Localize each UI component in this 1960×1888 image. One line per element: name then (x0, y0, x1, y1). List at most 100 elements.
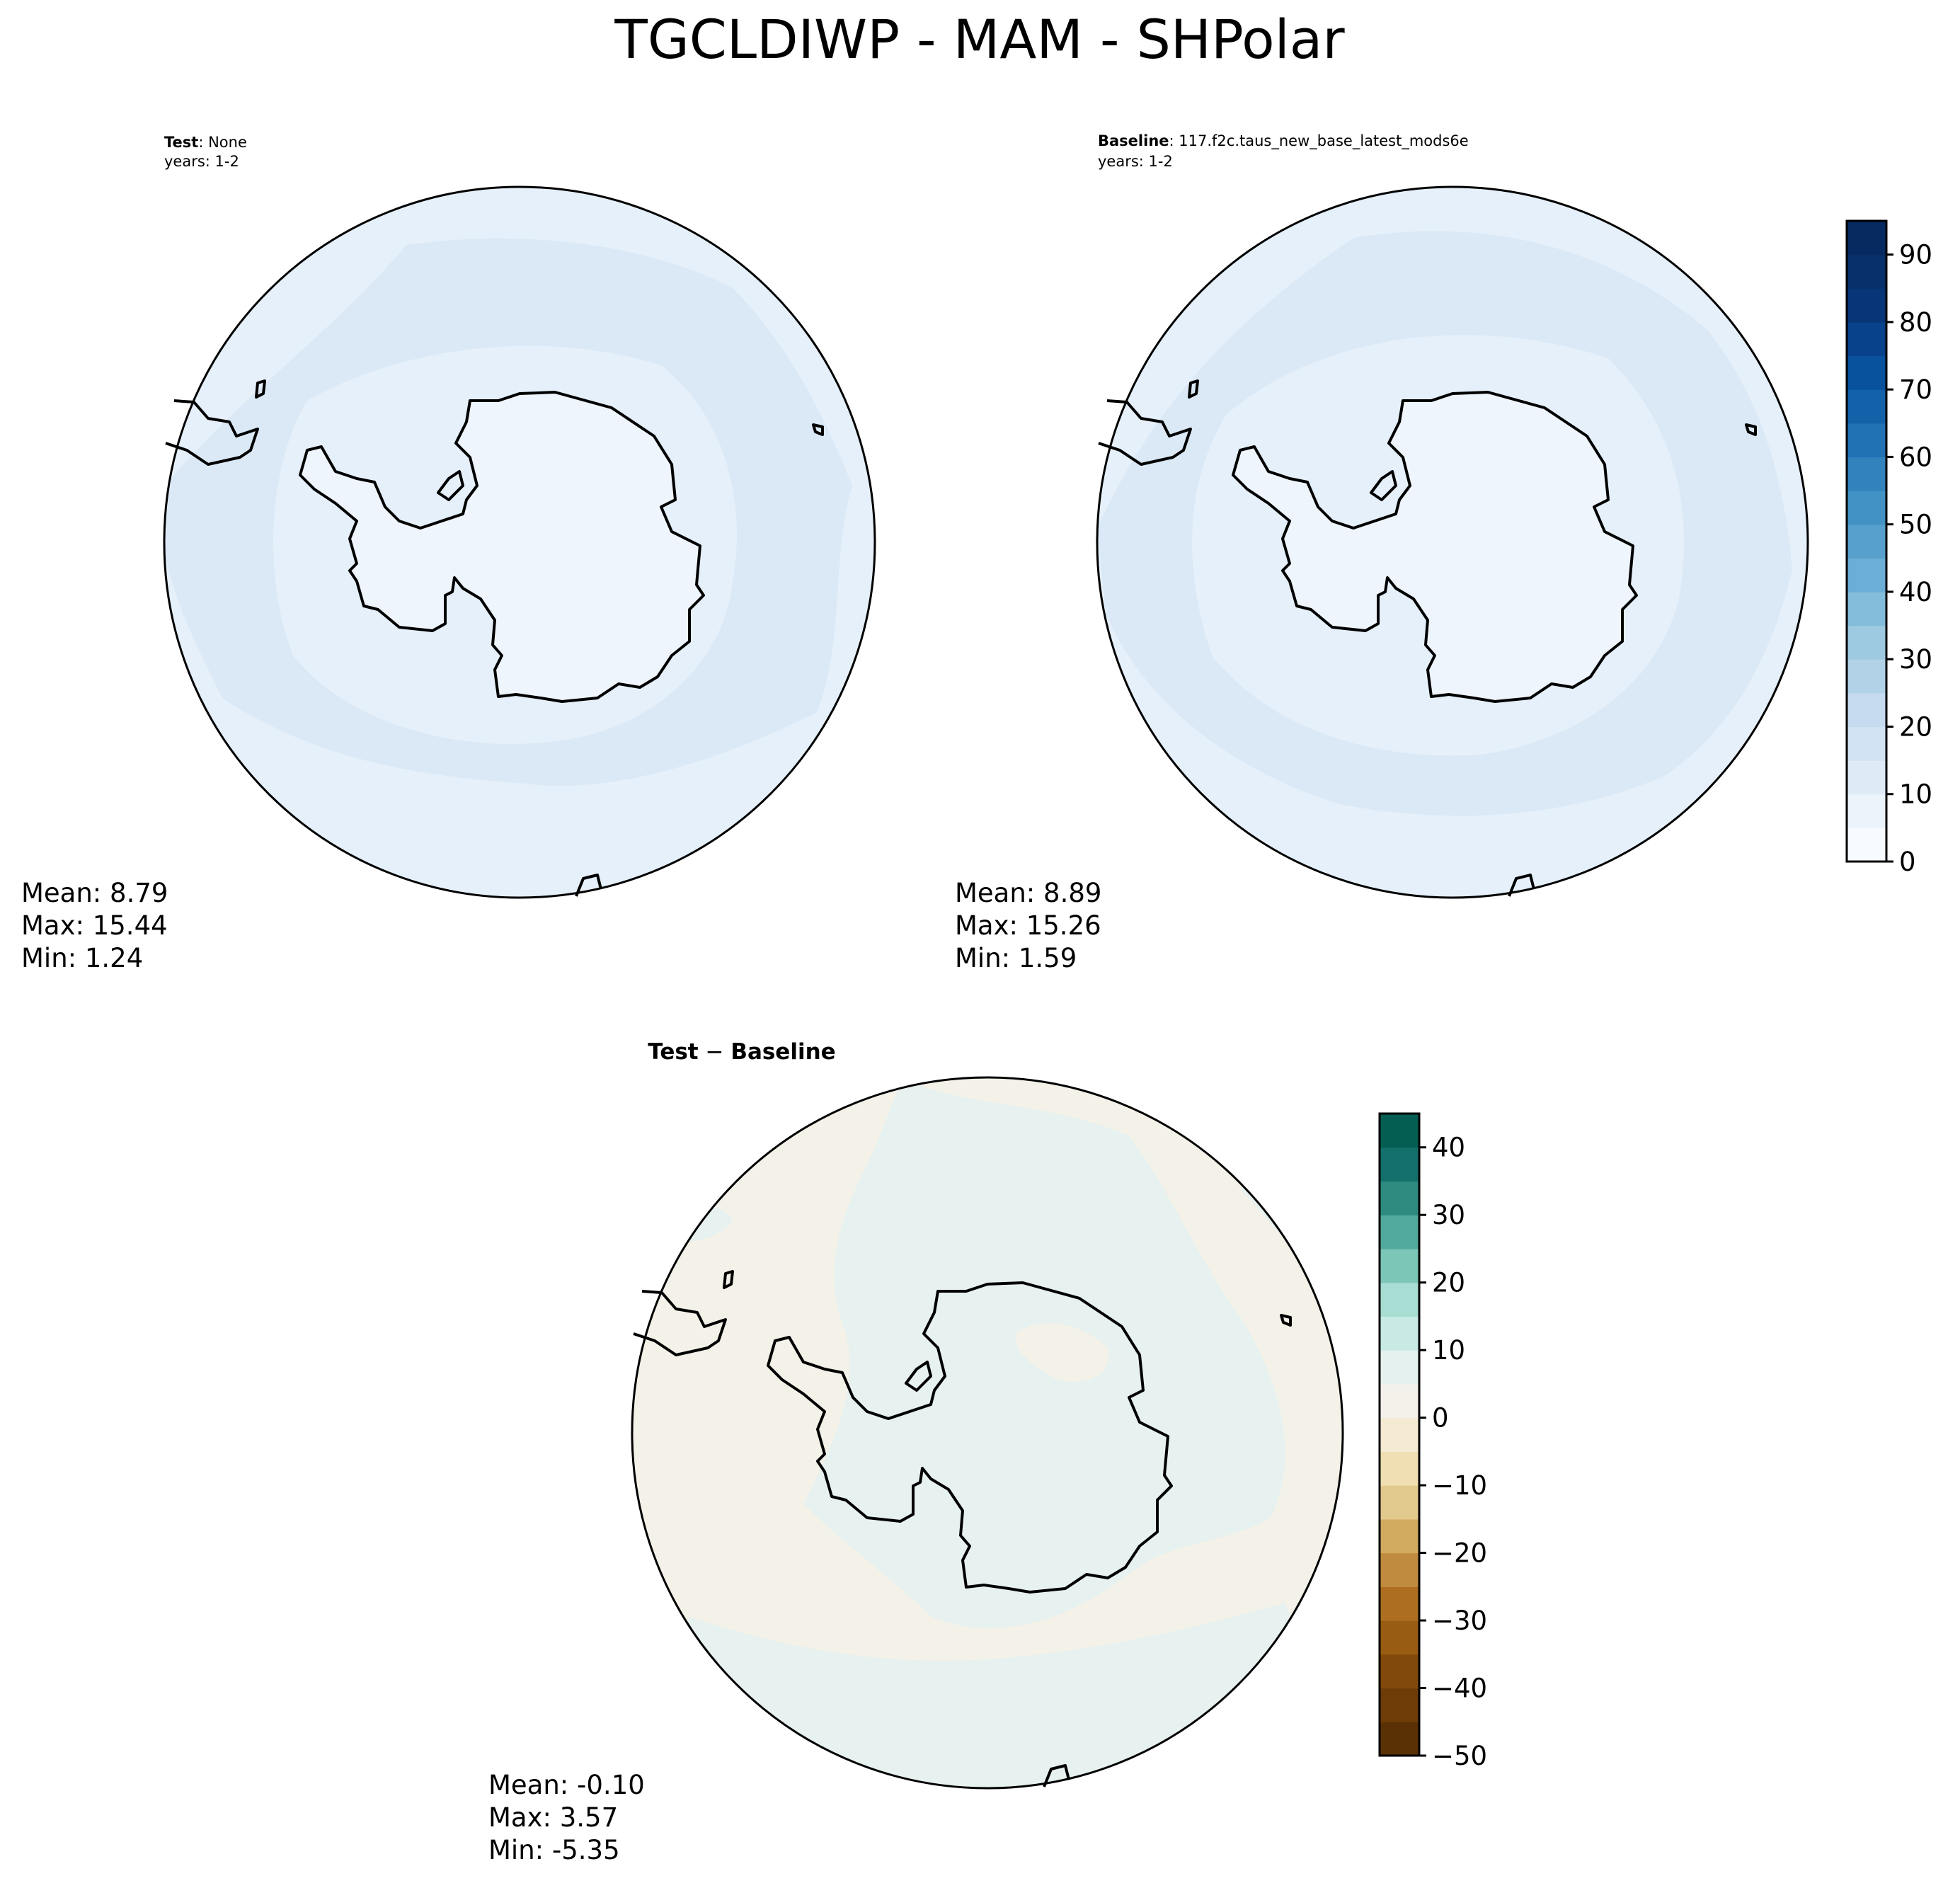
tasmania-coast (1508, 874, 1535, 897)
colorbar-segment (1847, 625, 1886, 660)
island-coast-2 (255, 379, 266, 399)
colorbar-tick-label: 60 (1899, 442, 1932, 472)
colorbar-tick-label: 10 (1432, 1335, 1465, 1366)
panel-difference-label-mid: − (699, 1039, 731, 1065)
colorbar-segment (1847, 423, 1886, 458)
panel-baseline: Baseline: 117.f2c.taus_new_base_latest_m… (955, 132, 1809, 973)
panel-difference: Test − Baseline Mean: -0.10 Max: 3.57 Mi… (488, 1039, 1344, 1865)
south-america-coast (1098, 399, 1192, 466)
colorbar-segment (1847, 321, 1886, 357)
stat-mean: Mean: 8.79 (21, 878, 168, 908)
stat-min: Min: -5.35 (488, 1835, 620, 1865)
panel-test-label-rest: : None (198, 134, 247, 151)
island-coast-2 (723, 1270, 734, 1289)
figure-title: TGCLDIWP - MAM - SHPolar (614, 8, 1345, 71)
colorbar-segment (1380, 1485, 1419, 1520)
colorbar-segment (1847, 828, 1886, 862)
colorbar-segment (1380, 1451, 1419, 1486)
colorbar-segment (1380, 1620, 1419, 1655)
colorbar-segment (1847, 794, 1886, 828)
stat-max: Max: 3.57 (488, 1802, 618, 1833)
panel-difference-label: Test − Baseline (648, 1039, 835, 1065)
abs-colorbar: 0 10 20 30 40 50 60 70 80 90 (1845, 219, 1932, 877)
colorbar-frame (1378, 1112, 1421, 1757)
colorbar-segment (1380, 1282, 1419, 1317)
colorbar-frame (1845, 219, 1888, 863)
colorbar-tick-label: 30 (1432, 1200, 1465, 1230)
colorbar-segment (1847, 288, 1886, 323)
colorbar-segment (1380, 1586, 1419, 1621)
colorbar-tick-label: 0 (1432, 1403, 1449, 1434)
colorbar-tick-label: 0 (1899, 847, 1916, 877)
island-coast-3 (1745, 423, 1757, 436)
colorbar-tick-label: 40 (1432, 1133, 1465, 1163)
colorbar-segment (1380, 1350, 1419, 1385)
stat-min: Min: 1.59 (955, 943, 1077, 973)
colorbar-segment (1380, 1552, 1419, 1587)
colorbar-segment (1847, 558, 1886, 593)
tasmania-coast (575, 874, 602, 897)
colorbar-tick-label: 10 (1899, 779, 1932, 810)
stat-mean: Mean: -0.10 (488, 1770, 645, 1800)
colorbar-segment (1380, 1654, 1419, 1689)
colorbar-segment (1847, 457, 1886, 491)
panel-difference-label-bold2: Baseline (730, 1039, 835, 1065)
map-test (163, 185, 876, 899)
panel-test-years: years: 1-2 (164, 153, 239, 170)
colorbar-segment (1847, 355, 1886, 390)
colorbar-segment (1380, 1722, 1419, 1756)
panel-baseline-label: Baseline: 117.f2c.taus_new_base_latest_m… (1098, 132, 1469, 150)
map-boundary (631, 1076, 1344, 1790)
map-difference (631, 1076, 1344, 1790)
colorbar-segment (1380, 1688, 1419, 1722)
colorbar-tick-label: 20 (1899, 711, 1932, 742)
map-boundary (1096, 185, 1809, 899)
island-coast-3 (812, 423, 824, 436)
colorbar-segment (1847, 221, 1886, 256)
colorbar-tick-label: 40 (1899, 577, 1932, 607)
colorbar-tick-label: −10 (1432, 1470, 1487, 1501)
land-anomaly (1016, 1323, 1109, 1382)
colorbar-tick-label: 20 (1432, 1268, 1465, 1298)
stat-max: Max: 15.44 (21, 910, 168, 941)
colorbar-tick-label: −20 (1432, 1538, 1487, 1569)
panel-difference-label-bold: Test (648, 1039, 699, 1065)
tasmania-coast (1043, 1764, 1070, 1787)
south-america-coast (165, 399, 259, 466)
colorbar-segment (1380, 1316, 1419, 1351)
colorbar-segment (1380, 1518, 1419, 1554)
diff-colorbar: −50 −40 −30 −20 −10 0 10 20 30 40 (1378, 1112, 1487, 1771)
colorbar-tick-label: 50 (1899, 510, 1932, 540)
colorbar-segment (1847, 254, 1886, 289)
colorbar-tick-label: 90 (1899, 240, 1932, 270)
panel-test-label-bold: Test (164, 134, 198, 151)
map-boundary (163, 185, 876, 899)
colorbar-tick-label: 70 (1899, 374, 1932, 405)
map-baseline (1096, 185, 1809, 899)
colorbar-segment (1847, 591, 1886, 627)
panel-test: Test: None years: 1-2 Mean: 8.79 Max: 15… (21, 134, 876, 973)
colorbar-segment (1380, 1215, 1419, 1249)
island-coast-2 (1188, 379, 1199, 399)
colorbar-tick-label: 80 (1899, 307, 1932, 338)
colorbar-tick-label: −50 (1432, 1741, 1487, 1771)
colorbar-tick-label: −40 (1432, 1674, 1487, 1704)
colorbar-segment (1847, 659, 1886, 694)
colorbar-segment (1847, 491, 1886, 525)
colorbar-segment (1847, 389, 1886, 424)
panel-test-label: Test: None (164, 134, 247, 151)
island-coast-3 (1280, 1314, 1292, 1327)
colorbar-segment (1380, 1248, 1419, 1283)
colorbar-segment (1380, 1383, 1419, 1419)
colorbar-tick-label: −30 (1432, 1606, 1487, 1636)
panel-baseline-label-bold: Baseline (1098, 132, 1169, 149)
colorbar-segment (1380, 1114, 1419, 1148)
colorbar-segment (1847, 692, 1886, 728)
stat-min: Min: 1.24 (21, 943, 143, 973)
colorbar-segment (1380, 1181, 1419, 1215)
colorbar-segment (1847, 726, 1886, 761)
colorbar-segment (1380, 1147, 1419, 1182)
stat-max: Max: 15.26 (955, 910, 1101, 941)
colorbar-segment (1847, 760, 1886, 795)
panel-baseline-years: years: 1-2 (1098, 153, 1173, 170)
